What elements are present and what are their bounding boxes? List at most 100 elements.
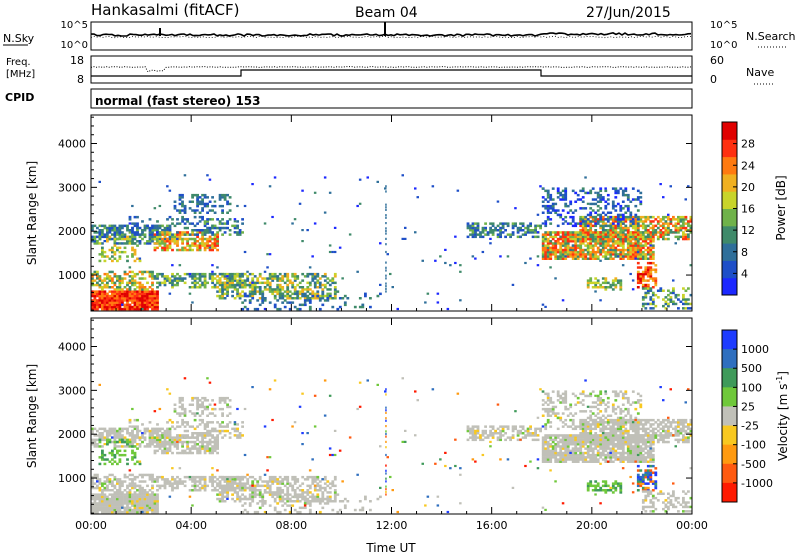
power-cell [146, 305, 149, 309]
power-cell [131, 248, 134, 252]
power-cell [243, 305, 247, 309]
power-cell [544, 248, 548, 252]
velocity-cell [261, 502, 265, 505]
power-cell [121, 250, 124, 254]
power-cell [223, 231, 227, 234]
power-cell [136, 290, 139, 293]
power-cell [556, 255, 560, 258]
power-cell [113, 292, 117, 296]
power-cell [171, 283, 174, 287]
power-cell [649, 237, 653, 241]
power-cell [636, 281, 640, 285]
power-cell [223, 292, 227, 296]
power-cell [113, 242, 117, 245]
power-cell [609, 218, 613, 221]
velocity-cell [306, 478, 310, 481]
velocity-cell [131, 497, 134, 501]
velocity-cell [566, 453, 570, 457]
velocity-cell [559, 438, 563, 442]
velocity-cell [559, 456, 563, 459]
power-cell [667, 231, 670, 234]
power-cell [288, 301, 292, 304]
velocity-cell [106, 434, 109, 437]
power-cell [151, 277, 154, 280]
velocity-cell [544, 458, 548, 461]
power-cell [236, 231, 239, 234]
power-cell [616, 226, 620, 230]
velocity-cell [156, 484, 159, 488]
velocity-cell [128, 434, 132, 437]
velocity-cell [118, 493, 122, 496]
power-cell [233, 275, 237, 278]
power-cell [536, 224, 540, 228]
power-cell [276, 292, 280, 296]
power-cell [286, 277, 290, 280]
power-cell [128, 222, 132, 225]
power-cell [644, 296, 648, 299]
velocity-cell [196, 396, 199, 400]
power-cell [621, 250, 625, 254]
power-cell [614, 240, 618, 243]
power-cell [253, 281, 257, 285]
velocity-cell [228, 484, 232, 488]
power-cell [233, 283, 237, 287]
power-cell [233, 224, 237, 228]
power-cell [576, 255, 580, 258]
power-cell [644, 248, 648, 252]
velocity-cell [126, 491, 129, 494]
power-cell [581, 207, 585, 210]
power-cell [128, 288, 132, 291]
power-cell [233, 286, 237, 289]
velocity-cell [148, 429, 152, 433]
power-cell [549, 235, 553, 239]
power-cell [213, 237, 217, 241]
velocity-cell [173, 407, 177, 411]
power-cell [301, 272, 305, 276]
velocity-cell [201, 478, 204, 481]
velocity-cell [118, 478, 122, 481]
power-cell [586, 248, 590, 252]
velocity-cell [564, 453, 568, 457]
velocity-cell [293, 489, 297, 492]
velocity-cell [531, 438, 535, 442]
velocity-cell [93, 502, 97, 505]
power-cell [221, 292, 224, 296]
power-cell [609, 226, 613, 230]
velocity-cell [96, 486, 99, 490]
velocity-cell [183, 429, 187, 433]
power-cell [183, 204, 187, 208]
power-cell [106, 292, 109, 296]
velocity-cell [206, 429, 209, 433]
velocity-cell [276, 491, 280, 494]
power-cell [641, 270, 645, 274]
velocity-cell [561, 460, 565, 463]
power-cell [616, 237, 620, 241]
power-cell [188, 200, 192, 203]
power-cell [554, 233, 558, 236]
velocity-cell [251, 497, 255, 501]
velocity-cell [471, 429, 475, 433]
power-cell [644, 215, 648, 219]
velocity-cell [263, 502, 267, 505]
velocity-cell [143, 500, 147, 503]
power-cell [326, 299, 330, 302]
power-cell [128, 305, 132, 309]
velocity-cell [118, 500, 122, 503]
power-cell [636, 257, 640, 260]
power-cell [571, 240, 575, 243]
power-cell [131, 229, 134, 232]
velocity-cell [228, 421, 232, 424]
power-cell [677, 307, 680, 310]
power-cell [198, 229, 202, 232]
power-cell [108, 231, 112, 234]
power-cell [639, 218, 643, 221]
velocity-cell [286, 504, 290, 507]
power-cell [594, 290, 597, 293]
power-cell [318, 299, 322, 302]
velocity-cell [251, 489, 255, 492]
velocity-cell [183, 434, 187, 437]
velocity-cell [288, 482, 292, 485]
power-cell [151, 290, 154, 293]
power-cell [151, 275, 154, 278]
power-cell [158, 233, 162, 236]
